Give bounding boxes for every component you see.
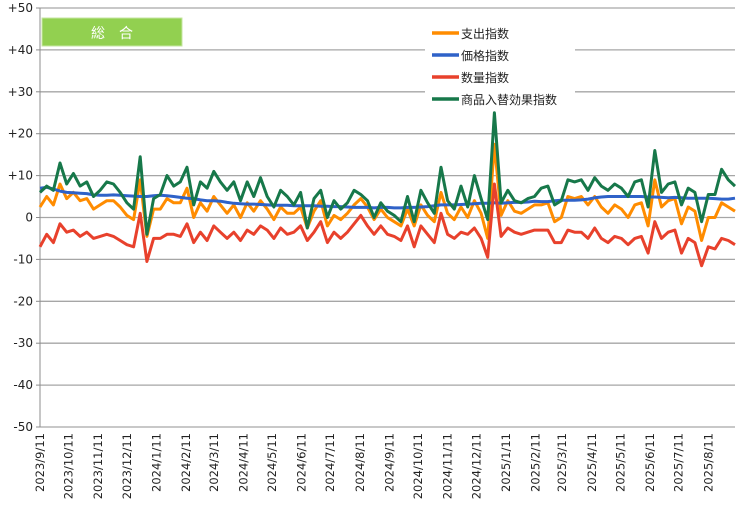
x-tick-label: 2025/1/11 (499, 433, 513, 492)
legend-label: 価格指数 (461, 48, 509, 63)
x-tick-label: 2024/1/11 (149, 433, 163, 492)
legend-label: 支出指数 (461, 26, 509, 41)
title-box-background (41, 17, 183, 47)
y-axis-ticks: +50 +40 +30 +20 +10 0 -10 -20 -30 -40 -50 (8, 1, 40, 434)
x-tick-label: 2024/6/11 (295, 433, 309, 492)
y-tick-label: -40 (13, 378, 33, 392)
x-tick-label: 2025/7/11 (672, 433, 686, 492)
x-axis-ticks: 2023/9/11 2023/10/11 2023/11/11 2023/12/11 2… (33, 433, 715, 499)
x-tick-label: 2024/7/11 (323, 433, 337, 492)
x-tick-label: 2025/3/11 (555, 433, 569, 492)
chart-title-box: 総 合 (41, 17, 183, 47)
x-tick-label: 2023/9/11 (33, 433, 47, 492)
x-tick-label: 2024/12/11 (469, 433, 483, 499)
y-tick-label: +30 (8, 85, 33, 99)
series-line-2 (38, 182, 736, 268)
series-line-0 (38, 142, 736, 242)
y-tick-label: -30 (13, 336, 33, 350)
y-tick-label: -50 (13, 420, 33, 434)
x-tick-label: 2025/4/11 (585, 433, 599, 492)
legend-label: 商品入替効果指数 (461, 92, 557, 107)
x-tick-label: 2025/2/11 (528, 433, 542, 492)
x-tick-label: 2023/12/11 (120, 433, 134, 499)
series-line-3 (38, 111, 737, 236)
x-tick-label: 2023/10/11 (62, 433, 76, 499)
x-tick-label: 2025/6/11 (643, 433, 657, 492)
y-tick-label: +50 (8, 1, 33, 15)
x-tick-label: 2024/3/11 (207, 433, 221, 492)
x-tick-label: 2024/9/11 (382, 433, 396, 492)
legend-background (425, 22, 575, 110)
y-tick-label: +20 (8, 127, 33, 141)
x-tick-label: 2023/11/11 (91, 433, 105, 499)
y-tick-label: +10 (8, 169, 33, 183)
y-tick-label: -20 (13, 294, 33, 308)
y-tick-label: 0 (25, 211, 33, 225)
series-lines (38, 111, 737, 268)
x-tick-label: 2025/8/11 (701, 433, 715, 492)
x-tick-label: 2024/5/11 (265, 433, 279, 492)
x-tick-label: 2024/10/11 (411, 433, 425, 499)
x-tick-label: 2025/5/11 (613, 433, 627, 492)
x-tick-label: 2024/4/11 (236, 433, 250, 492)
x-tick-label: 2024/2/11 (179, 433, 193, 492)
legend-label: 数量指数 (461, 70, 509, 85)
x-tick-label: 2024/8/11 (353, 433, 367, 492)
y-tick-label: +40 (8, 43, 33, 57)
x-tick-label: 2024/11/11 (441, 433, 455, 499)
y-tick-label: -10 (13, 252, 33, 266)
chart-title: 総 合 (91, 26, 133, 42)
